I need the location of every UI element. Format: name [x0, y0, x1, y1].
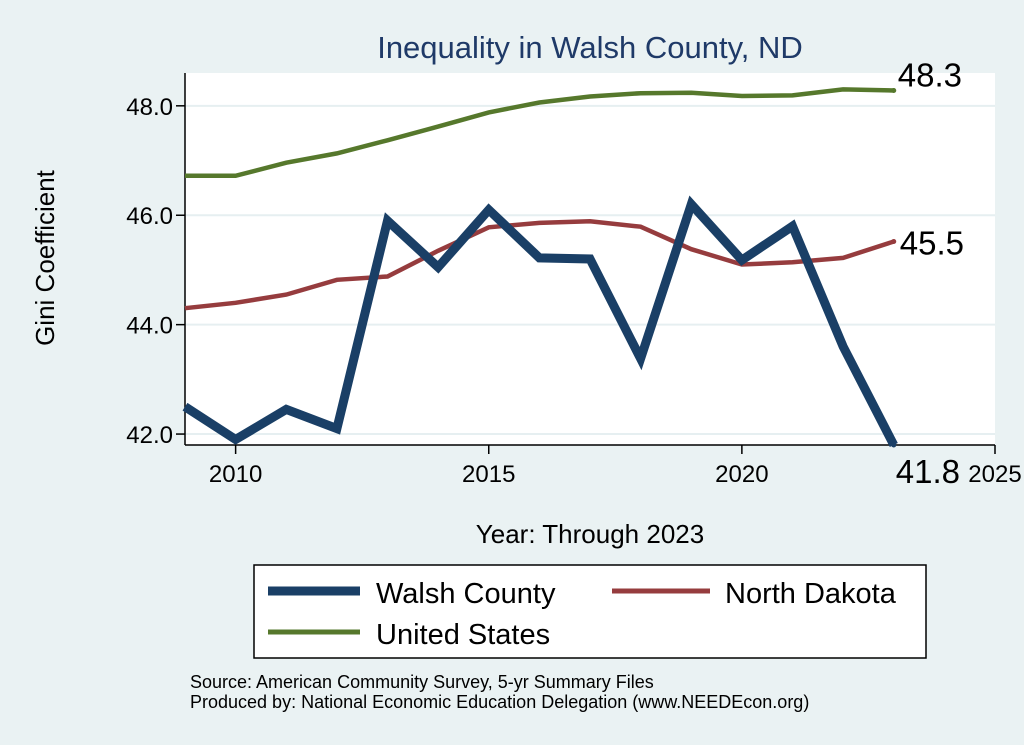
end-labels: 41.8 45.5 48.3	[896, 57, 964, 490]
end-point-walsh-county	[891, 442, 897, 448]
end-label-united-states: 48.3	[898, 57, 962, 94]
end-label-walsh-county: 41.8	[896, 453, 960, 490]
legend-box	[253, 564, 927, 659]
chart-title: Inequality in Walsh County, ND	[377, 30, 803, 65]
x-tick-label: 2015	[462, 461, 515, 488]
x-tick-label: 2010	[209, 461, 262, 488]
series-line-united-states	[185, 87, 894, 179]
series-lines	[182, 87, 898, 448]
source-line-1: Source: American Community Survey, 5-yr …	[190, 672, 654, 692]
y-tick-label: 42.0	[126, 422, 173, 449]
end-point-north-dakota	[891, 238, 897, 244]
y-axis-label: Gini Coefficient	[30, 169, 60, 346]
legend-label-united-states: United States	[376, 619, 550, 651]
end-point-united-states	[891, 88, 897, 94]
source-line-2: Produced by: National Economic Education…	[190, 692, 809, 712]
legend: Walsh County North Dakota United States	[253, 564, 927, 659]
end-label-north-dakota: 45.5	[900, 224, 964, 261]
y-tick-label: 48.0	[126, 94, 173, 121]
x-tick-label: 2025	[968, 461, 1021, 488]
x-axis-label: Year: Through 2023	[476, 519, 704, 549]
gridlines	[185, 104, 995, 436]
y-tick-label: 46.0	[126, 203, 173, 230]
y-tick-label: 44.0	[126, 313, 173, 340]
x-tick-label: 2020	[715, 461, 768, 488]
legend-label-north-dakota: North Dakota	[725, 578, 897, 610]
y-ticks: 42.0 44.0 46.0 48.0	[126, 94, 185, 449]
x-ticks: 2010 2015 2020 2025	[209, 445, 1022, 488]
series-line-walsh-county	[182, 195, 898, 448]
legend-label-walsh-county: Walsh County	[376, 578, 556, 610]
series-line-north-dakota	[184, 219, 895, 311]
